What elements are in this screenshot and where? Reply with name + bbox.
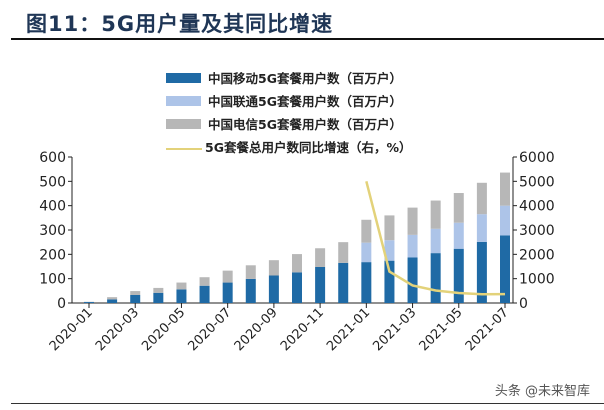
bar-mobile — [199, 285, 210, 303]
left-tick-label: 300 — [39, 223, 66, 239]
x-tick-label: 2020-03 — [93, 305, 142, 354]
right-tick-label: 0 — [519, 296, 528, 312]
legend-swatch — [166, 148, 202, 150]
legend-label: 中国联通5G套餐用户数（百万户） — [208, 94, 402, 109]
left-tick-label: 0 — [57, 296, 66, 312]
bar-unicom — [476, 214, 487, 242]
bar-mobile — [84, 302, 94, 303]
bar-unicom — [500, 205, 510, 236]
bar-telecom — [361, 219, 372, 243]
bar-telecom — [268, 260, 279, 276]
x-tick-label: 2021-05 — [417, 305, 466, 354]
legend-swatch — [166, 73, 201, 83]
right-tick-label: 6000 — [519, 150, 555, 166]
left-tick-label: 100 — [39, 272, 66, 288]
bar-mobile — [384, 260, 395, 303]
bar-telecom — [407, 207, 418, 235]
right-tick-label: 4000 — [519, 199, 555, 215]
legend-label: 中国电信5G套餐用户数（百万户） — [208, 117, 402, 132]
bar-mobile — [500, 235, 510, 303]
bar-unicom — [430, 228, 441, 254]
bar-mobile — [107, 299, 118, 303]
watermark: 头条 @未来智库 — [494, 384, 590, 399]
left-tick-label: 600 — [39, 150, 66, 166]
x-tick-label: 2021-07 — [463, 305, 512, 354]
bar-mobile — [222, 282, 233, 303]
chart-title: 图11：5G用户量及其同比增速 — [26, 12, 334, 36]
right-tick-label: 5000 — [519, 174, 555, 190]
bar-mobile — [476, 241, 487, 303]
bar-telecom — [476, 182, 487, 215]
right-tick-label: 3000 — [519, 223, 555, 239]
bar-unicom — [407, 234, 418, 258]
legend-swatch — [166, 119, 201, 129]
legend-label: 中国移动5G套餐用户数（百万户） — [208, 71, 402, 86]
bar-mobile — [153, 292, 164, 303]
bar-mobile — [268, 275, 279, 303]
right-tick-label: 1000 — [519, 272, 555, 288]
x-tick-label: 2021-03 — [370, 305, 419, 354]
bar-telecom — [199, 277, 210, 286]
left-tick-label: 200 — [39, 247, 66, 263]
bar-telecom — [453, 193, 464, 223]
bar-telecom — [245, 265, 256, 279]
bar-unicom — [453, 222, 464, 249]
bar-mobile — [430, 253, 441, 303]
x-tick-label: 2020-05 — [139, 305, 188, 354]
bar-telecom — [292, 254, 302, 273]
bar-mobile — [453, 248, 464, 303]
title-underline — [11, 38, 604, 40]
left-tick-label: 400 — [39, 199, 66, 215]
bar-telecom — [430, 200, 441, 229]
bar-telecom — [107, 297, 118, 300]
bar-telecom — [384, 215, 395, 241]
bar-mobile — [130, 294, 141, 303]
bar-telecom — [130, 291, 141, 295]
bar-mobile — [176, 289, 187, 303]
right-tick-label: 2000 — [519, 247, 555, 263]
legend-swatch — [166, 96, 201, 106]
x-tick-label: 2020-11 — [278, 305, 327, 354]
bar-mobile — [292, 272, 302, 303]
bar-telecom — [153, 287, 164, 293]
x-tick-label: 2020-07 — [185, 305, 234, 354]
bar-mobile — [315, 266, 326, 303]
bar-mobile — [245, 278, 256, 303]
x-tick-label: 2020-09 — [232, 305, 281, 354]
bar-mobile — [361, 262, 372, 303]
x-tick-label: 2020-01 — [47, 305, 96, 354]
bar-mobile — [338, 262, 349, 303]
bar-telecom — [315, 248, 326, 267]
bar-telecom — [500, 172, 510, 206]
legend-label: 5G套餐总用户数同比增速（右，%） — [205, 140, 412, 155]
bar-telecom — [338, 242, 349, 263]
bar-mobile — [407, 257, 418, 303]
bar-unicom — [361, 242, 372, 263]
bottom-rule — [11, 403, 604, 404]
x-tick-label: 2021-01 — [324, 305, 373, 354]
bar-telecom — [222, 270, 233, 283]
bar-telecom — [176, 282, 187, 290]
bar-unicom — [384, 240, 395, 261]
left-tick-label: 500 — [39, 174, 66, 190]
